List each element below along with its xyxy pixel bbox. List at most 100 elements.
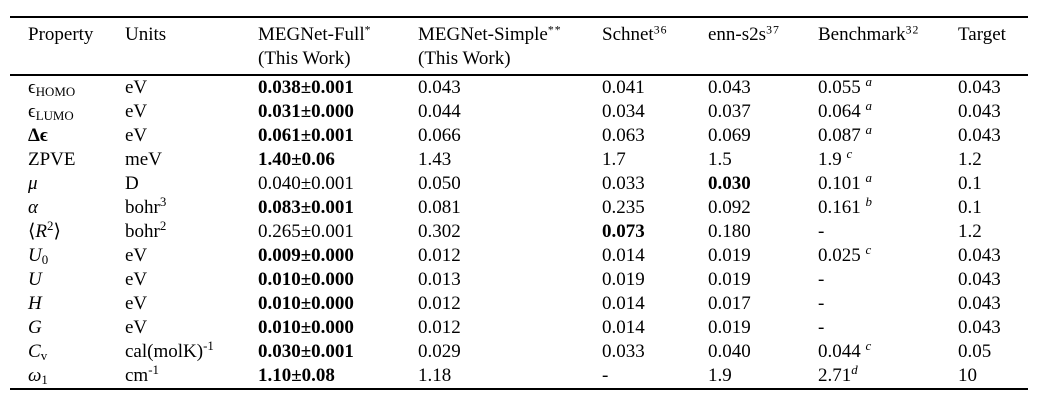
value-cell: 1.9 c xyxy=(818,148,853,170)
header-reference-superscript: * xyxy=(364,23,372,37)
table-row: α bohr3 0.083±0.001 0.081 0.235 0.092 0.161 b 0… xyxy=(10,196,1028,220)
property-cell: ω1 xyxy=(28,365,48,388)
table-row: ⟨R2⟩ bohr2 0.265±0.001 0.302 0.073 0.180 - 1.2 xyxy=(10,220,1028,244)
units-cell: eV xyxy=(125,125,148,146)
units-cell: eV xyxy=(125,293,148,314)
property-cell: α xyxy=(28,197,38,218)
value-cell: 1.9 xyxy=(708,365,732,386)
value-cell: 0.083±0.001 xyxy=(258,197,354,218)
value-cell: 0.1 xyxy=(958,197,982,218)
header-reference-superscript: 36 xyxy=(653,23,668,37)
units-cell: eV xyxy=(125,77,148,98)
value-cell: 0.1 xyxy=(958,173,982,194)
column-header-megnet-full: MEGNet-Full* (This Work) xyxy=(258,17,418,75)
table-row: ω1 cm-1 1.10±0.08 1.18 - 1.9 2.71d 10 xyxy=(10,364,1028,389)
header-reference-superscript: ** xyxy=(547,23,562,37)
value-cell: 0.043 xyxy=(958,293,1001,314)
value-cell: 0.030±0.001 xyxy=(258,341,354,362)
units-cell: eV xyxy=(125,317,148,338)
table-row: ZPVE meV 1.40±0.06 1.43 1.7 1.5 1.9 c 1.2 xyxy=(10,148,1028,172)
value-cell: 0.043 xyxy=(958,317,1001,338)
value-cell: 0.043 xyxy=(958,125,1001,146)
value-cell: 0.043 xyxy=(958,77,1001,98)
value-cell: - xyxy=(818,317,825,338)
value-cell: 1.10±0.08 xyxy=(258,365,335,386)
table-row: ϵLUMO eV 0.031±0.000 0.044 0.034 0.037 0.064 a… xyxy=(10,100,1028,124)
value-cell: 0.034 xyxy=(602,101,645,122)
property-cell: ϵLUMO xyxy=(28,101,74,124)
value-cell: 0.014 xyxy=(602,293,645,314)
value-cell: 1.7 xyxy=(602,149,626,170)
value-cell: 1.2 xyxy=(958,149,982,170)
value-cell: 0.101 a xyxy=(818,172,872,194)
value-cell: 0.081 xyxy=(418,197,461,218)
value-cell: 0.014 xyxy=(602,317,645,338)
units-cell: eV xyxy=(125,269,148,290)
benchmark-results-table: Property Units MEGNet-Full* (This Work) MEGN… xyxy=(10,16,1028,390)
value-cell: 0.012 xyxy=(418,293,461,314)
table-body: ϵHOMO eV 0.038±0.001 0.043 0.041 0.043 0.055 a… xyxy=(10,75,1028,389)
value-cell: 0.019 xyxy=(708,317,751,338)
property-cell: ZPVE xyxy=(28,149,76,170)
value-cell: 1.43 xyxy=(418,149,452,170)
value-cell: 0.017 xyxy=(708,293,751,314)
units-cell: bohr2 xyxy=(125,220,167,242)
value-cell: 0.012 xyxy=(418,317,461,338)
value-cell: 1.18 xyxy=(418,365,452,386)
value-cell: 0.161 b xyxy=(818,196,872,218)
value-cell: 0.037 xyxy=(708,101,751,122)
value-cell: 0.061±0.001 xyxy=(258,125,354,146)
units-cell: meV xyxy=(125,149,162,170)
value-cell: 0.043 xyxy=(958,245,1001,266)
property-cell: ⟨R2⟩ xyxy=(28,220,61,242)
property-cell: Cv xyxy=(28,341,48,364)
value-cell: 0.044 xyxy=(418,101,461,122)
value-cell: - xyxy=(818,221,825,242)
value-cell: 0.025 c xyxy=(818,244,872,266)
units-cell: bohr3 xyxy=(125,196,167,218)
units-cell: cal(molK)-1 xyxy=(125,340,214,362)
value-cell: 0.05 xyxy=(958,341,992,362)
units-cell: cm-1 xyxy=(125,364,159,386)
value-cell: 0.033 xyxy=(602,173,645,194)
table-row: μ D 0.040±0.001 0.050 0.033 0.030 0.101 a 0.1 xyxy=(10,172,1028,196)
value-cell: 0.063 xyxy=(602,125,645,146)
value-cell: 0.073 xyxy=(602,221,645,242)
value-cell: 0.050 xyxy=(418,173,461,194)
header-row: Property Units MEGNet-Full* (This Work) MEGN… xyxy=(10,17,1028,75)
units-cell: eV xyxy=(125,245,148,266)
table-row: Δϵ eV 0.061±0.001 0.066 0.063 0.069 0.087 a 0.0… xyxy=(10,124,1028,148)
value-cell: 0.040 xyxy=(708,341,751,362)
property-cell: μ xyxy=(28,173,38,194)
column-header-units: Units xyxy=(125,24,167,45)
property-cell: G xyxy=(28,317,42,338)
property-cell: H xyxy=(28,293,42,314)
column-header-target: Target xyxy=(958,24,1006,45)
value-cell: 0.031±0.000 xyxy=(258,101,354,122)
value-cell: 0.092 xyxy=(708,197,751,218)
value-cell: 0.066 xyxy=(418,125,461,146)
value-cell: 0.030 xyxy=(708,173,751,194)
value-cell: 1.5 xyxy=(708,149,732,170)
value-cell: 0.064 a xyxy=(818,100,872,122)
value-cell: 0.235 xyxy=(602,197,645,218)
table-row: Cv cal(molK)-1 0.030±0.001 0.029 0.033 0.040 0… xyxy=(10,340,1028,364)
units-cell: eV xyxy=(125,101,148,122)
property-cell: U0 xyxy=(28,245,49,268)
value-cell: 0.302 xyxy=(418,221,461,242)
paper-table-figure: Property Units MEGNet-Full* (This Work) MEGN… xyxy=(0,16,1038,402)
value-cell: 0.019 xyxy=(602,269,645,290)
table-row: ϵHOMO eV 0.038±0.001 0.043 0.041 0.043 0.055 a… xyxy=(10,75,1028,100)
value-cell: 2.71d xyxy=(818,364,858,386)
value-cell: 0.014 xyxy=(602,245,645,266)
value-cell: 1.40±0.06 xyxy=(258,149,335,170)
column-header-property: Property xyxy=(28,24,94,45)
table-row: U0 eV 0.009±0.000 0.012 0.014 0.019 0.025 c 0.0… xyxy=(10,244,1028,268)
property-cell: Δϵ xyxy=(28,125,48,146)
column-header-benchmark: Benchmark32 xyxy=(818,23,920,45)
value-cell: 0.013 xyxy=(418,269,461,290)
value-cell: - xyxy=(818,269,825,290)
value-cell: 0.043 xyxy=(708,77,751,98)
value-cell: 0.038±0.001 xyxy=(258,77,354,98)
